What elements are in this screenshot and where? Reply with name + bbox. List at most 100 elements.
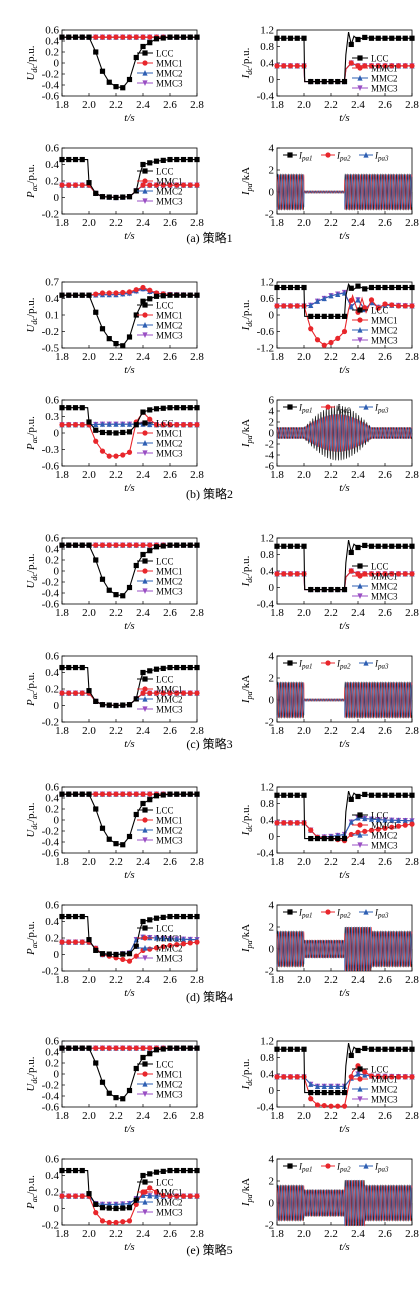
marker-square: [335, 835, 341, 842]
marker-circle: [325, 1163, 331, 1169]
marker-square: [72, 1167, 79, 1174]
series-line-ipa1: [276, 681, 413, 719]
y-axis-label: Pac/p.u.: [25, 921, 39, 956]
marker-circle: [335, 1103, 341, 1109]
marker-square: [281, 792, 287, 798]
marker-square: [308, 313, 314, 319]
legend-label: Ipa1: [298, 1162, 313, 1174]
marker-square: [86, 791, 92, 797]
marker-square: [187, 913, 193, 920]
marker-square: [362, 1045, 368, 1052]
marker-square: [382, 792, 388, 798]
marker-square: [113, 1095, 119, 1101]
marker-square: [113, 194, 119, 201]
y-tick-label: 1.2: [260, 533, 274, 545]
marker-circle: [147, 34, 153, 40]
marker-square: [287, 152, 293, 158]
marker-square: [281, 35, 287, 41]
marker-circle: [147, 182, 153, 188]
marker-circle: [142, 568, 148, 574]
x-tick-label: 2.2: [109, 99, 123, 111]
marker-square: [66, 292, 72, 298]
x-tick-label: 2.0: [82, 974, 96, 986]
marker-square: [160, 914, 166, 920]
chart-group-b: 1.8 2.0 2.2 2.4 2.6 2.8 -0.5 -0.2 0.1 0.4 0.7 t/s Ud…: [25, 277, 419, 502]
marker-square: [348, 1052, 354, 1059]
y-tick-label: 6: [269, 395, 275, 407]
marker-square: [86, 34, 92, 40]
marker-circle: [59, 422, 65, 428]
marker-square: [409, 1046, 415, 1052]
y-tick-label: -2: [265, 717, 274, 729]
marker-circle: [133, 34, 139, 40]
marker-square: [375, 792, 381, 798]
marker-circle: [120, 542, 126, 548]
marker-circle: [142, 1071, 148, 1077]
marker-circle: [180, 690, 187, 696]
panel-udc: 1.8 2.0 2.2 2.4 2.6 2.8 -0.6-0.4-0.200.20.40.6…: [25, 782, 204, 882]
marker-square: [86, 1191, 92, 1197]
marker-circle: [375, 305, 381, 311]
x-tick-label: 2.4: [136, 607, 150, 619]
marker-square: [153, 666, 160, 672]
marker-circle: [325, 152, 331, 158]
marker-circle: [59, 1193, 65, 1199]
marker-circle: [79, 422, 85, 428]
legend-label: MMC1: [156, 816, 183, 826]
marker-circle: [79, 182, 85, 188]
marker-square: [93, 698, 99, 704]
x-tick-label: 2.6: [378, 607, 392, 619]
marker-circle: [395, 823, 402, 829]
marker-square: [294, 35, 300, 41]
marker-triangle-down: [142, 198, 148, 204]
marker-circle: [106, 290, 112, 296]
x-tick-label: 2.2: [324, 856, 338, 868]
marker-square: [93, 190, 99, 196]
marker-square: [187, 1045, 193, 1051]
marker-circle: [59, 939, 65, 945]
x-tick-label: 2.0: [297, 725, 311, 737]
marker-square: [375, 35, 381, 41]
marker-square: [355, 544, 361, 551]
y-tick-label: -0.6: [42, 461, 60, 473]
x-tick-label: 2.0: [297, 607, 311, 619]
marker-circle: [160, 690, 166, 696]
y-tick-label: 0.1: [45, 310, 59, 322]
y-tick-label: 0.4: [260, 58, 274, 70]
marker-square: [395, 792, 402, 798]
legend-label: Ipa3: [374, 908, 389, 920]
legend-label: LCC: [371, 1065, 389, 1075]
legend-label: Ipa2: [336, 403, 351, 415]
marker-square: [187, 405, 193, 411]
y-tick-label: 0: [269, 582, 275, 594]
marker-circle: [140, 690, 146, 696]
y-tick-label: -0.2: [42, 1080, 59, 1092]
marker-square: [314, 78, 321, 85]
marker-square: [180, 913, 187, 920]
marker-circle: [120, 1045, 126, 1051]
marker-square: [140, 161, 146, 168]
x-tick-label: 2.2: [324, 469, 338, 481]
marker-square: [113, 702, 119, 709]
marker-triangle-up: [357, 327, 363, 333]
series-line-ipa1: [276, 926, 413, 972]
x-tick-label: 2.2: [324, 217, 338, 229]
legend-label: LCC: [156, 806, 174, 816]
legend-label: MMC2: [156, 577, 183, 587]
marker-circle: [187, 1193, 193, 1199]
marker-circle: [147, 287, 153, 293]
marker-square: [335, 78, 341, 85]
marker-circle: [106, 34, 112, 40]
marker-square: [194, 913, 200, 920]
marker-circle: [274, 820, 280, 826]
marker-square: [106, 836, 112, 842]
marker-square: [120, 842, 126, 848]
marker-circle: [294, 63, 300, 69]
marker-circle: [382, 825, 388, 831]
marker-square: [382, 1046, 388, 1052]
y-tick-label: 0.7: [45, 277, 59, 289]
marker-square: [362, 791, 368, 798]
marker-triangle-up: [355, 296, 361, 303]
marker-square: [274, 543, 280, 549]
